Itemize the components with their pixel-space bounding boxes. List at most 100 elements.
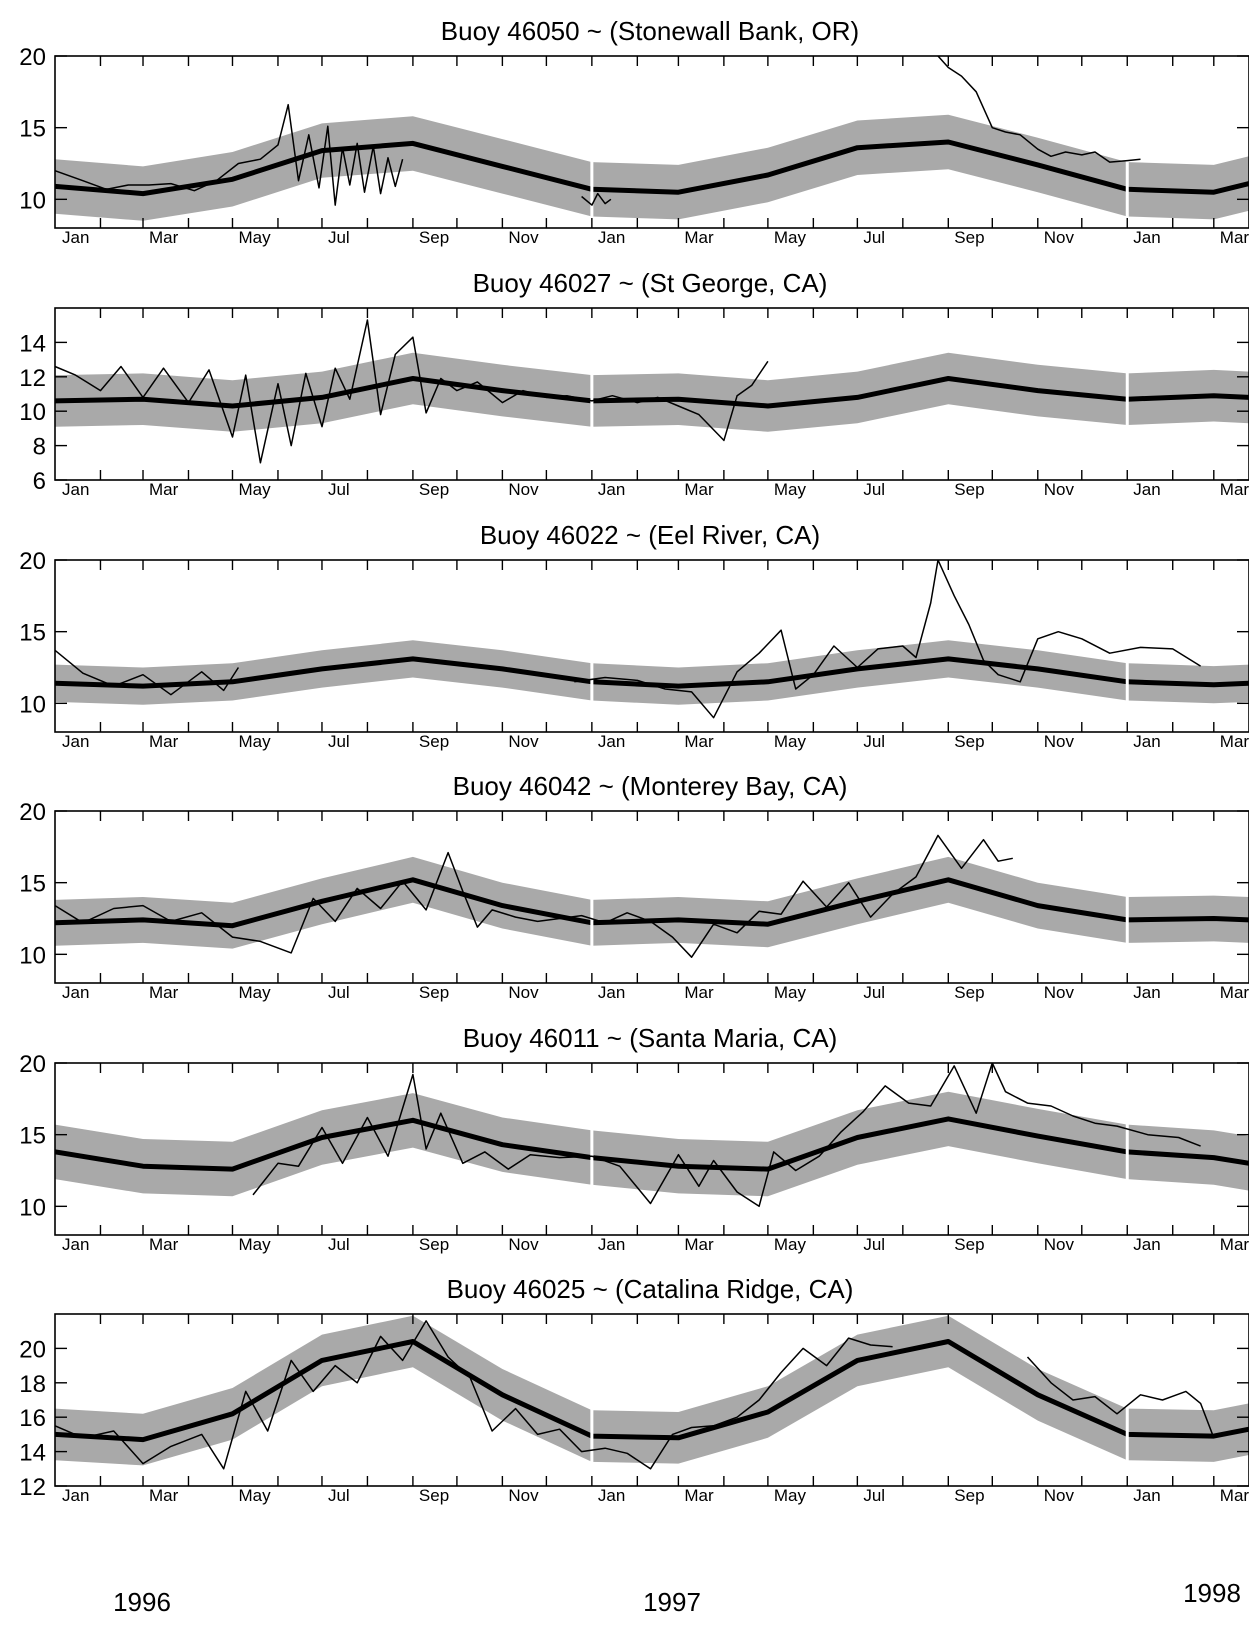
observed-series-1 — [55, 1320, 893, 1470]
y-tick-label: 16 — [19, 1405, 46, 1432]
y-tick-label: 10 — [19, 399, 46, 426]
x-tick-label: Sep — [954, 228, 984, 247]
panel-title: Buoy 46027 ~ (St George, CA) — [473, 268, 828, 298]
panel-1: Buoy 46050 ~ (Stonewall Bank, OR) Jan Mar M… — [19, 16, 1249, 247]
year-label-1996: 1996 — [113, 1587, 171, 1617]
x-tick-label: Nov — [508, 983, 539, 1002]
year-label-1998: 1998 — [1183, 1578, 1241, 1608]
x-tick-label: Jan — [62, 480, 89, 499]
x-tick-label: Sep — [419, 983, 449, 1002]
panel-title: Buoy 46011 ~ (Santa Maria, CA) — [463, 1023, 838, 1053]
observed-series-1 — [55, 649, 240, 696]
plot-area — [55, 560, 1249, 732]
y-tick-label: 20 — [19, 44, 46, 71]
x-tick-label: Jan — [62, 983, 89, 1002]
x-tick-label: Jul — [328, 228, 350, 247]
x-tick-label: May — [238, 1235, 271, 1254]
x-tick-label: Sep — [419, 1235, 449, 1254]
x-tick-label: Jul — [863, 732, 885, 751]
observed-series-1 — [55, 103, 404, 206]
x-tick-label: Mar — [684, 1235, 714, 1254]
x-tick-label: Jan — [598, 1235, 625, 1254]
y-tick-label: 20 — [19, 799, 46, 826]
plot-frame — [54, 559, 1249, 733]
x-tick-label: Jul — [863, 983, 885, 1002]
plot-frame — [54, 1313, 1249, 1487]
plot-area — [55, 308, 1249, 480]
x-tick-label: Sep — [419, 1486, 449, 1505]
x-tick-label: Nov — [1044, 732, 1075, 751]
x-tick-label: Nov — [508, 732, 539, 751]
y-tick-label: 12 — [19, 1474, 46, 1501]
x-tick-label: Jul — [328, 1235, 350, 1254]
x-tick-label: Mar — [684, 732, 714, 751]
climatology-line — [55, 139, 1249, 197]
x-tick-label: Mar — [1220, 1235, 1249, 1254]
uncertainty-band — [55, 640, 1249, 705]
x-tick-label: Nov — [508, 228, 539, 247]
plot-frame — [54, 1062, 1249, 1236]
observed-series-2 — [574, 560, 1201, 719]
y-tick-label: 12 — [19, 365, 46, 392]
x-tick-label: May — [238, 480, 271, 499]
y-tick-label: 20 — [19, 1336, 46, 1363]
observed-series-3 — [937, 56, 1141, 163]
panel-6: Buoy 46025 ~ (Catalina Ridge, CA) Jan Mar M… — [19, 1274, 1249, 1505]
x-tick-label: Jan — [62, 732, 89, 751]
x-tick-label: May — [774, 732, 807, 751]
panel-4: Buoy 46042 ~ (Monterey Bay, CA) Jan Mar May… — [19, 771, 1249, 1002]
climatology-line — [55, 1339, 1249, 1443]
x-tick-label: May — [238, 1486, 271, 1505]
climatology-line — [55, 376, 1249, 409]
x-tick-label: Sep — [954, 983, 984, 1002]
x-tick-label: May — [774, 1235, 807, 1254]
x-tick-label: May — [774, 228, 807, 247]
x-tick-label: Mar — [1220, 1486, 1249, 1505]
x-tick-label: Jul — [328, 732, 350, 751]
observed-series-1 — [55, 319, 769, 464]
x-tick-label: Jul — [863, 1235, 885, 1254]
x-tick-label: Nov — [508, 1235, 539, 1254]
x-tick-label: Mar — [149, 228, 179, 247]
observed-series-2 — [1026, 1356, 1215, 1439]
x-tick-label: Jul — [863, 480, 885, 499]
x-tick-label: May — [238, 732, 271, 751]
x-tick-label: Mar — [149, 732, 179, 751]
y-tick-label: 14 — [19, 1440, 46, 1467]
plot-frame — [54, 307, 1249, 481]
x-tick-label: Sep — [419, 480, 449, 499]
y-tick-label: 15 — [19, 620, 46, 647]
plot-area — [55, 811, 1249, 983]
year-label-1997: 1997 — [643, 1587, 701, 1617]
observed-series-1 — [55, 834, 1013, 958]
plot-frame — [54, 810, 1249, 984]
y-tick-label: 15 — [19, 116, 46, 143]
y-tick-label: 20 — [19, 548, 46, 575]
x-tick-label: Mar — [1220, 480, 1249, 499]
x-tick-label: Sep — [954, 1486, 984, 1505]
x-tick-label: Mar — [149, 1235, 179, 1254]
x-tick-label: Jan — [1133, 732, 1160, 751]
x-tick-label: Jul — [328, 1486, 350, 1505]
panel-title: Buoy 46022 ~ (Eel River, CA) — [480, 520, 820, 550]
observed-series-1 — [252, 1063, 1201, 1208]
y-tick-label: 18 — [19, 1371, 46, 1398]
panel-title: Buoy 46042 ~ (Monterey Bay, CA) — [453, 771, 848, 801]
x-tick-label: Sep — [954, 732, 984, 751]
plot-frame — [54, 55, 1249, 229]
x-tick-label: May — [238, 983, 271, 1002]
x-tick-label: Nov — [1044, 1486, 1075, 1505]
panel-title: Buoy 46025 ~ (Catalina Ridge, CA) — [447, 1274, 854, 1304]
x-tick-label: Nov — [1044, 228, 1075, 247]
panel-5: Buoy 46011 ~ (Santa Maria, CA) Jan Mar May J… — [19, 1023, 1249, 1254]
y-tick-label: 10 — [19, 1194, 46, 1221]
climatology-line — [55, 877, 1249, 929]
x-tick-label: Jan — [1133, 1486, 1160, 1505]
x-tick-label: Nov — [1044, 983, 1075, 1002]
climatology-line — [55, 1116, 1249, 1172]
x-tick-label: May — [774, 480, 807, 499]
y-tick-label: 15 — [19, 1123, 46, 1150]
plot-area — [55, 1063, 1249, 1235]
x-tick-label: Sep — [419, 732, 449, 751]
